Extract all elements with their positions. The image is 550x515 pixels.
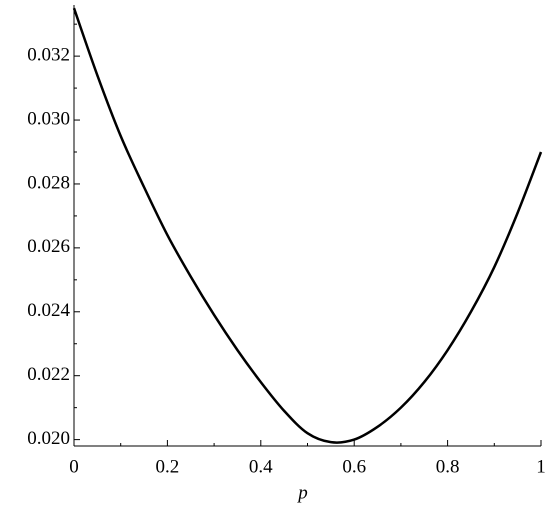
y-tick-label: 0.026 <box>27 236 70 257</box>
y-tick-label: 0.020 <box>27 428 70 449</box>
y-tick-label: 0.024 <box>27 300 70 321</box>
x-tick-label: 0.6 <box>342 456 366 477</box>
y-tick-label: 0.032 <box>27 44 70 65</box>
curve <box>72 7 543 444</box>
x-tick-label: 1 <box>536 456 546 477</box>
x-tick-label: 0.4 <box>249 456 273 477</box>
x-tick-label: 0.8 <box>436 456 460 477</box>
y-tick-label: 0.028 <box>27 172 70 193</box>
x-tick-label: 0.2 <box>156 456 180 477</box>
x-axis-label: p <box>296 482 308 503</box>
y-tick-label: 0.022 <box>27 364 70 385</box>
y-tick-label: 0.030 <box>27 108 70 129</box>
x-tick-label: 0 <box>69 456 79 477</box>
